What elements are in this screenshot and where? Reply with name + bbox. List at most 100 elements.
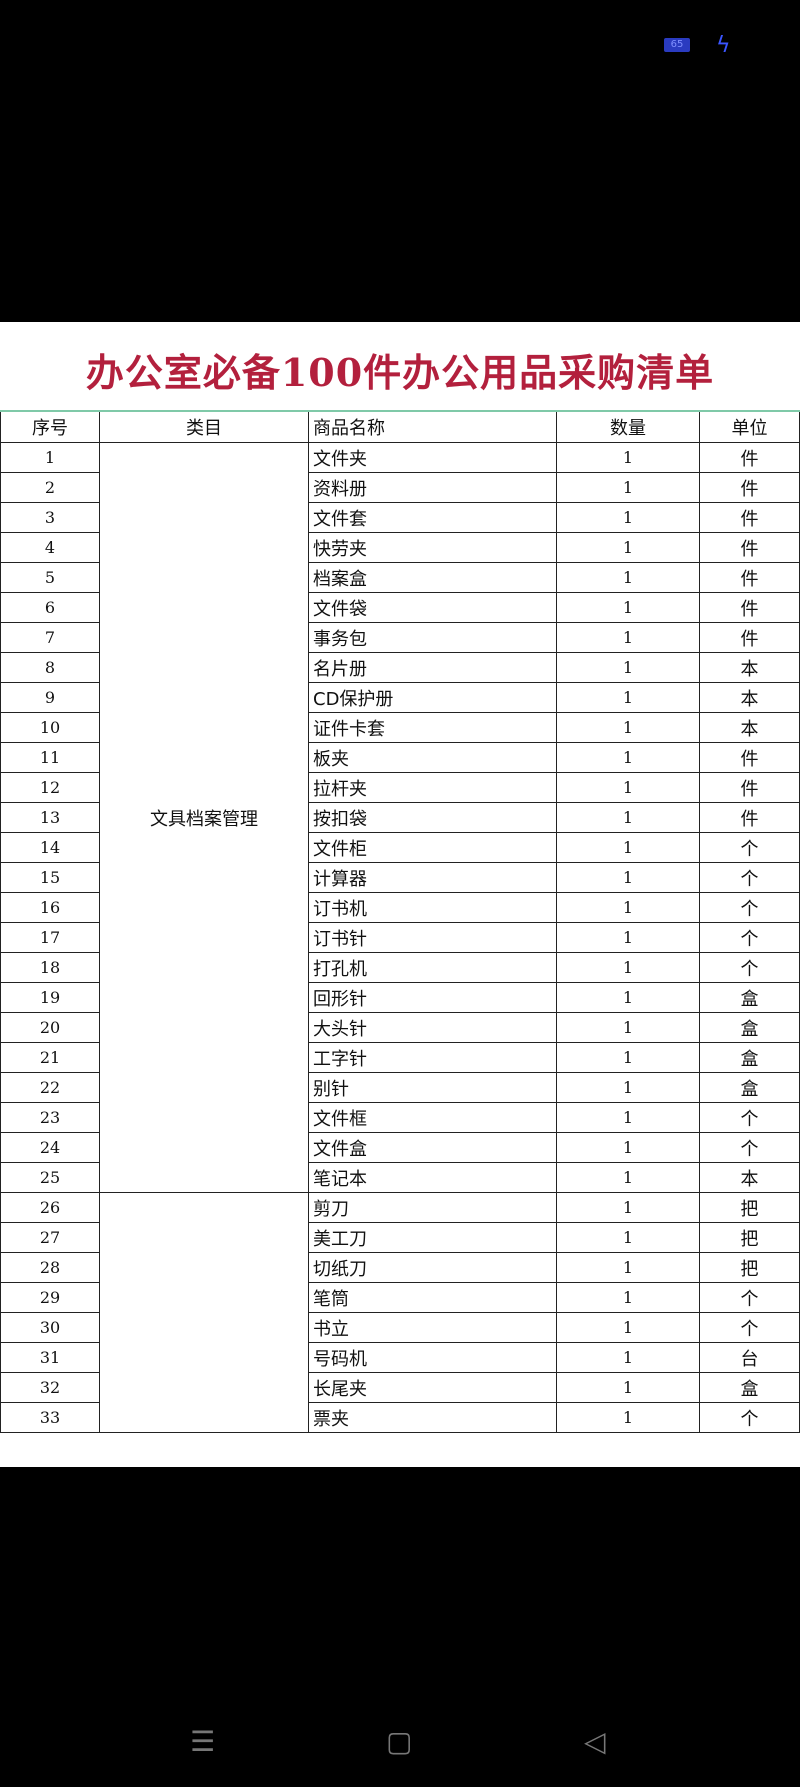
battery-icon: 65 [664,38,690,52]
table-row: 1 文具档案管理 文件夹 1 件 [0,442,800,1193]
row-number: 10 [0,712,100,743]
purchase-table: 序号 类目 商品名称 数量 单位 1 文具档案管理 文件夹 1 件 2 资料册 1 件 3 文件套 1… [0,410,800,1433]
row-number: 19 [0,982,100,1013]
item-quantity: 1 [556,922,700,953]
row-number: 12 [0,772,100,803]
row-number: 21 [0,1042,100,1073]
item-name: 档案盒 [308,562,557,593]
item-name: 剪刀 [308,1192,557,1223]
item-quantity: 1 [556,592,700,623]
home-icon[interactable]: ▢ [386,1725,413,1758]
header-no: 序号 [0,410,100,443]
back-icon[interactable]: ◁ [584,1725,606,1758]
item-unit: 件 [699,592,800,623]
table-row: 2 资料册 1 件 [0,472,800,503]
row-number: 8 [0,652,100,683]
table-header: 序号 类目 商品名称 数量 单位 [0,410,800,443]
header-category: 类目 [99,410,309,443]
item-quantity: 1 [556,472,700,503]
item-unit: 盒 [699,982,800,1013]
item-unit: 件 [699,742,800,773]
row-number: 29 [0,1282,100,1313]
item-name: 笔记本 [308,1162,557,1193]
item-unit: 个 [699,1132,800,1163]
item-unit: 件 [699,532,800,563]
item-name: 别针 [308,1072,557,1103]
item-quantity: 1 [556,1402,700,1433]
row-number: 27 [0,1222,100,1253]
item-name: 大头针 [308,1012,557,1043]
table-row: 6 文件袋 1 件 [0,592,800,623]
item-name: 订书针 [308,922,557,953]
item-unit: 个 [699,922,800,953]
row-number: 4 [0,532,100,563]
table-row: 14 文件柜 1 个 [0,832,800,863]
item-unit: 个 [699,1312,800,1343]
table-row: 32 长尾夹 1 盒 [0,1372,800,1403]
item-quantity: 1 [556,1372,700,1403]
row-number: 30 [0,1312,100,1343]
item-unit: 把 [699,1192,800,1223]
table-row: 8 名片册 1 本 [0,652,800,683]
item-name: 号码机 [308,1342,557,1373]
menu-icon[interactable]: ☰ [190,1725,216,1758]
item-name: 板夹 [308,742,557,773]
item-unit: 盒 [699,1042,800,1073]
item-quantity: 1 [556,742,700,773]
item-quantity: 1 [556,682,700,713]
item-quantity: 1 [556,1102,700,1133]
row-number: 2 [0,472,100,503]
item-name: 快劳夹 [308,532,557,563]
item-quantity: 1 [556,862,700,893]
row-number: 18 [0,952,100,983]
table-row: 28 切纸刀 1 把 [0,1252,800,1283]
item-name: 打孔机 [308,952,557,983]
item-quantity: 1 [556,832,700,863]
item-unit: 本 [699,712,800,743]
item-quantity: 1 [556,802,700,833]
table-row: 26 剪刀 1 把 [0,1192,800,1433]
table-row: 30 书立 1 个 [0,1312,800,1343]
row-number: 1 [0,442,100,473]
table-row: 25 笔记本 1 本 [0,1162,800,1193]
item-unit: 个 [699,862,800,893]
item-unit: 个 [699,892,800,923]
header-name: 商品名称 [308,410,557,443]
table-row: 11 板夹 1 件 [0,742,800,773]
item-name: 文件柜 [308,832,557,863]
item-unit: 件 [699,442,800,473]
table-row: 33 票夹 1 个 [0,1402,800,1433]
table-row: 21 工字针 1 盒 [0,1042,800,1073]
item-unit: 件 [699,472,800,503]
table-row: 7 事务包 1 件 [0,622,800,653]
row-number: 24 [0,1132,100,1163]
item-unit: 本 [699,652,800,683]
row-number: 17 [0,922,100,953]
item-name: 文件盒 [308,1132,557,1163]
row-number: 16 [0,892,100,923]
item-unit: 个 [699,1102,800,1133]
item-unit: 件 [699,502,800,533]
row-number: 9 [0,682,100,713]
item-name: 笔筒 [308,1282,557,1313]
item-quantity: 1 [556,562,700,593]
item-unit: 个 [699,832,800,863]
row-number: 22 [0,1072,100,1103]
row-number: 28 [0,1252,100,1283]
item-name: 工字针 [308,1042,557,1073]
item-name: 证件卡套 [308,712,557,743]
item-unit: 个 [699,1282,800,1313]
table-row: 20 大头针 1 盒 [0,1012,800,1043]
table-row: 4 快劳夹 1 件 [0,532,800,563]
row-number: 3 [0,502,100,533]
item-quantity: 1 [556,1192,700,1223]
item-name: 资料册 [308,472,557,503]
item-unit: 个 [699,952,800,983]
table-row: 17 订书针 1 个 [0,922,800,953]
item-name: 文件夹 [308,442,557,473]
item-unit: 件 [699,622,800,653]
table-row: 13 按扣袋 1 件 [0,802,800,833]
row-number: 33 [0,1402,100,1433]
item-name: 文件套 [308,502,557,533]
item-name: CD保护册 [308,682,557,713]
